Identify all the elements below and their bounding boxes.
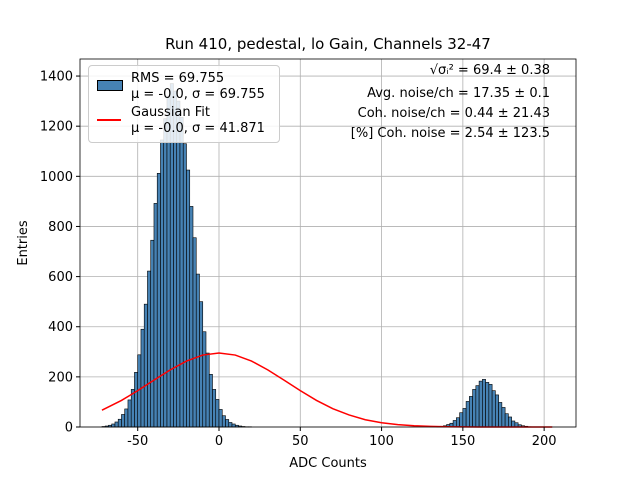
stat-annotation: √σᵢ² = 69.4 ± 0.38 (430, 63, 550, 78)
histogram-bar (459, 412, 464, 428)
x-axis-label: ADC Counts (289, 456, 367, 471)
histogram-bar (501, 407, 506, 428)
histogram-bar (212, 389, 217, 428)
y-tick-label: 600 (48, 270, 73, 285)
histogram-bar (465, 401, 470, 428)
histogram-bar (504, 413, 509, 428)
stat-annotation: Avg. noise/ch = 17.35 ± 0.1 (367, 86, 550, 101)
x-tick-label: 100 (369, 434, 394, 449)
histogram-bar (121, 414, 126, 428)
histogram-bar (189, 206, 194, 428)
legend-swatch (95, 71, 123, 99)
histogram-bar (208, 374, 213, 428)
histogram-bar (160, 139, 165, 428)
y-axis-label: Entries (16, 220, 31, 266)
histogram-bar (117, 418, 122, 428)
histogram-bar (143, 303, 148, 428)
histogram-bar (166, 95, 171, 428)
y-tick-label: 0 (65, 421, 73, 436)
histogram-bar (462, 408, 467, 428)
legend-label: RMS = 69.755 μ = -0.0, σ = 69.755 (131, 71, 265, 102)
histogram-bar (127, 399, 132, 428)
histogram-bar (111, 423, 116, 428)
histogram-bar (179, 117, 184, 428)
histogram-bar (182, 143, 187, 428)
legend-entry: RMS = 69.755 μ = -0.0, σ = 69.755 (95, 71, 273, 103)
legend-entry: Gaussian Fit μ = -0.0, σ = 41.871 (95, 105, 273, 137)
x-tick-label: 0 (215, 434, 223, 449)
histogram-bar (225, 419, 230, 428)
legend-swatch (95, 105, 123, 133)
histogram-bar (192, 237, 197, 428)
stat-annotation: [%] Coh. noise = 2.54 ± 123.5 (351, 126, 550, 141)
histogram-bar (221, 415, 226, 428)
histogram-bar (147, 270, 152, 428)
histogram-bar (114, 421, 119, 428)
histogram-bar (456, 417, 460, 428)
y-tick-label: 1200 (40, 120, 73, 135)
y-tick-label: 800 (48, 220, 73, 235)
histogram-bar (163, 118, 168, 428)
histogram-bar (176, 100, 181, 428)
histogram-bar (150, 239, 155, 428)
histogram-bar (491, 390, 496, 428)
histogram-bar (134, 372, 139, 428)
histogram-bar (482, 379, 486, 428)
legend: RMS = 69.755 μ = -0.0, σ = 69.755 Gaussia… (88, 65, 280, 143)
legend-label: Gaussian Fit μ = -0.0, σ = 41.871 (131, 105, 265, 136)
histogram-bar (218, 409, 223, 428)
histogram-bar (478, 380, 483, 428)
histogram-bar (488, 384, 493, 428)
histogram-bar (472, 389, 477, 428)
y-tick-label: 400 (48, 320, 73, 335)
y-tick-label: 1400 (40, 70, 73, 85)
histogram-bar (469, 396, 473, 428)
histogram-bar (485, 382, 490, 428)
histogram-bar (195, 273, 200, 428)
histogram-bar (228, 422, 233, 428)
histogram-bar (140, 328, 145, 428)
histogram-bar (202, 331, 207, 428)
x-tick-label: -50 (127, 434, 148, 449)
x-tick-label: 50 (292, 434, 309, 449)
x-tick-label: 200 (532, 434, 557, 449)
histogram-bar (231, 423, 236, 428)
histogram-bar (495, 394, 499, 428)
x-tick-label: 150 (450, 434, 475, 449)
histogram-bar (153, 203, 158, 428)
histogram-bar (205, 352, 210, 428)
histogram-bar (186, 169, 191, 428)
histogram-bar (475, 385, 480, 428)
chart-title: Run 410, pedestal, lo Gain, Channels 32-… (165, 35, 491, 53)
histogram-bar (124, 408, 129, 428)
stat-annotation: Coh. noise/ch = 0.44 ± 21.43 (358, 106, 550, 121)
histogram-bar (511, 420, 516, 428)
histogram-bar (498, 402, 503, 428)
plot-frame (79, 58, 577, 428)
histogram-bar (156, 173, 161, 428)
histogram-bar (199, 301, 204, 428)
histogram-bar (215, 399, 220, 428)
y-tick-label: 1000 (40, 170, 73, 185)
histogram-bar (452, 420, 457, 428)
histogram-bar (508, 416, 512, 428)
y-tick-label: 200 (48, 370, 73, 385)
